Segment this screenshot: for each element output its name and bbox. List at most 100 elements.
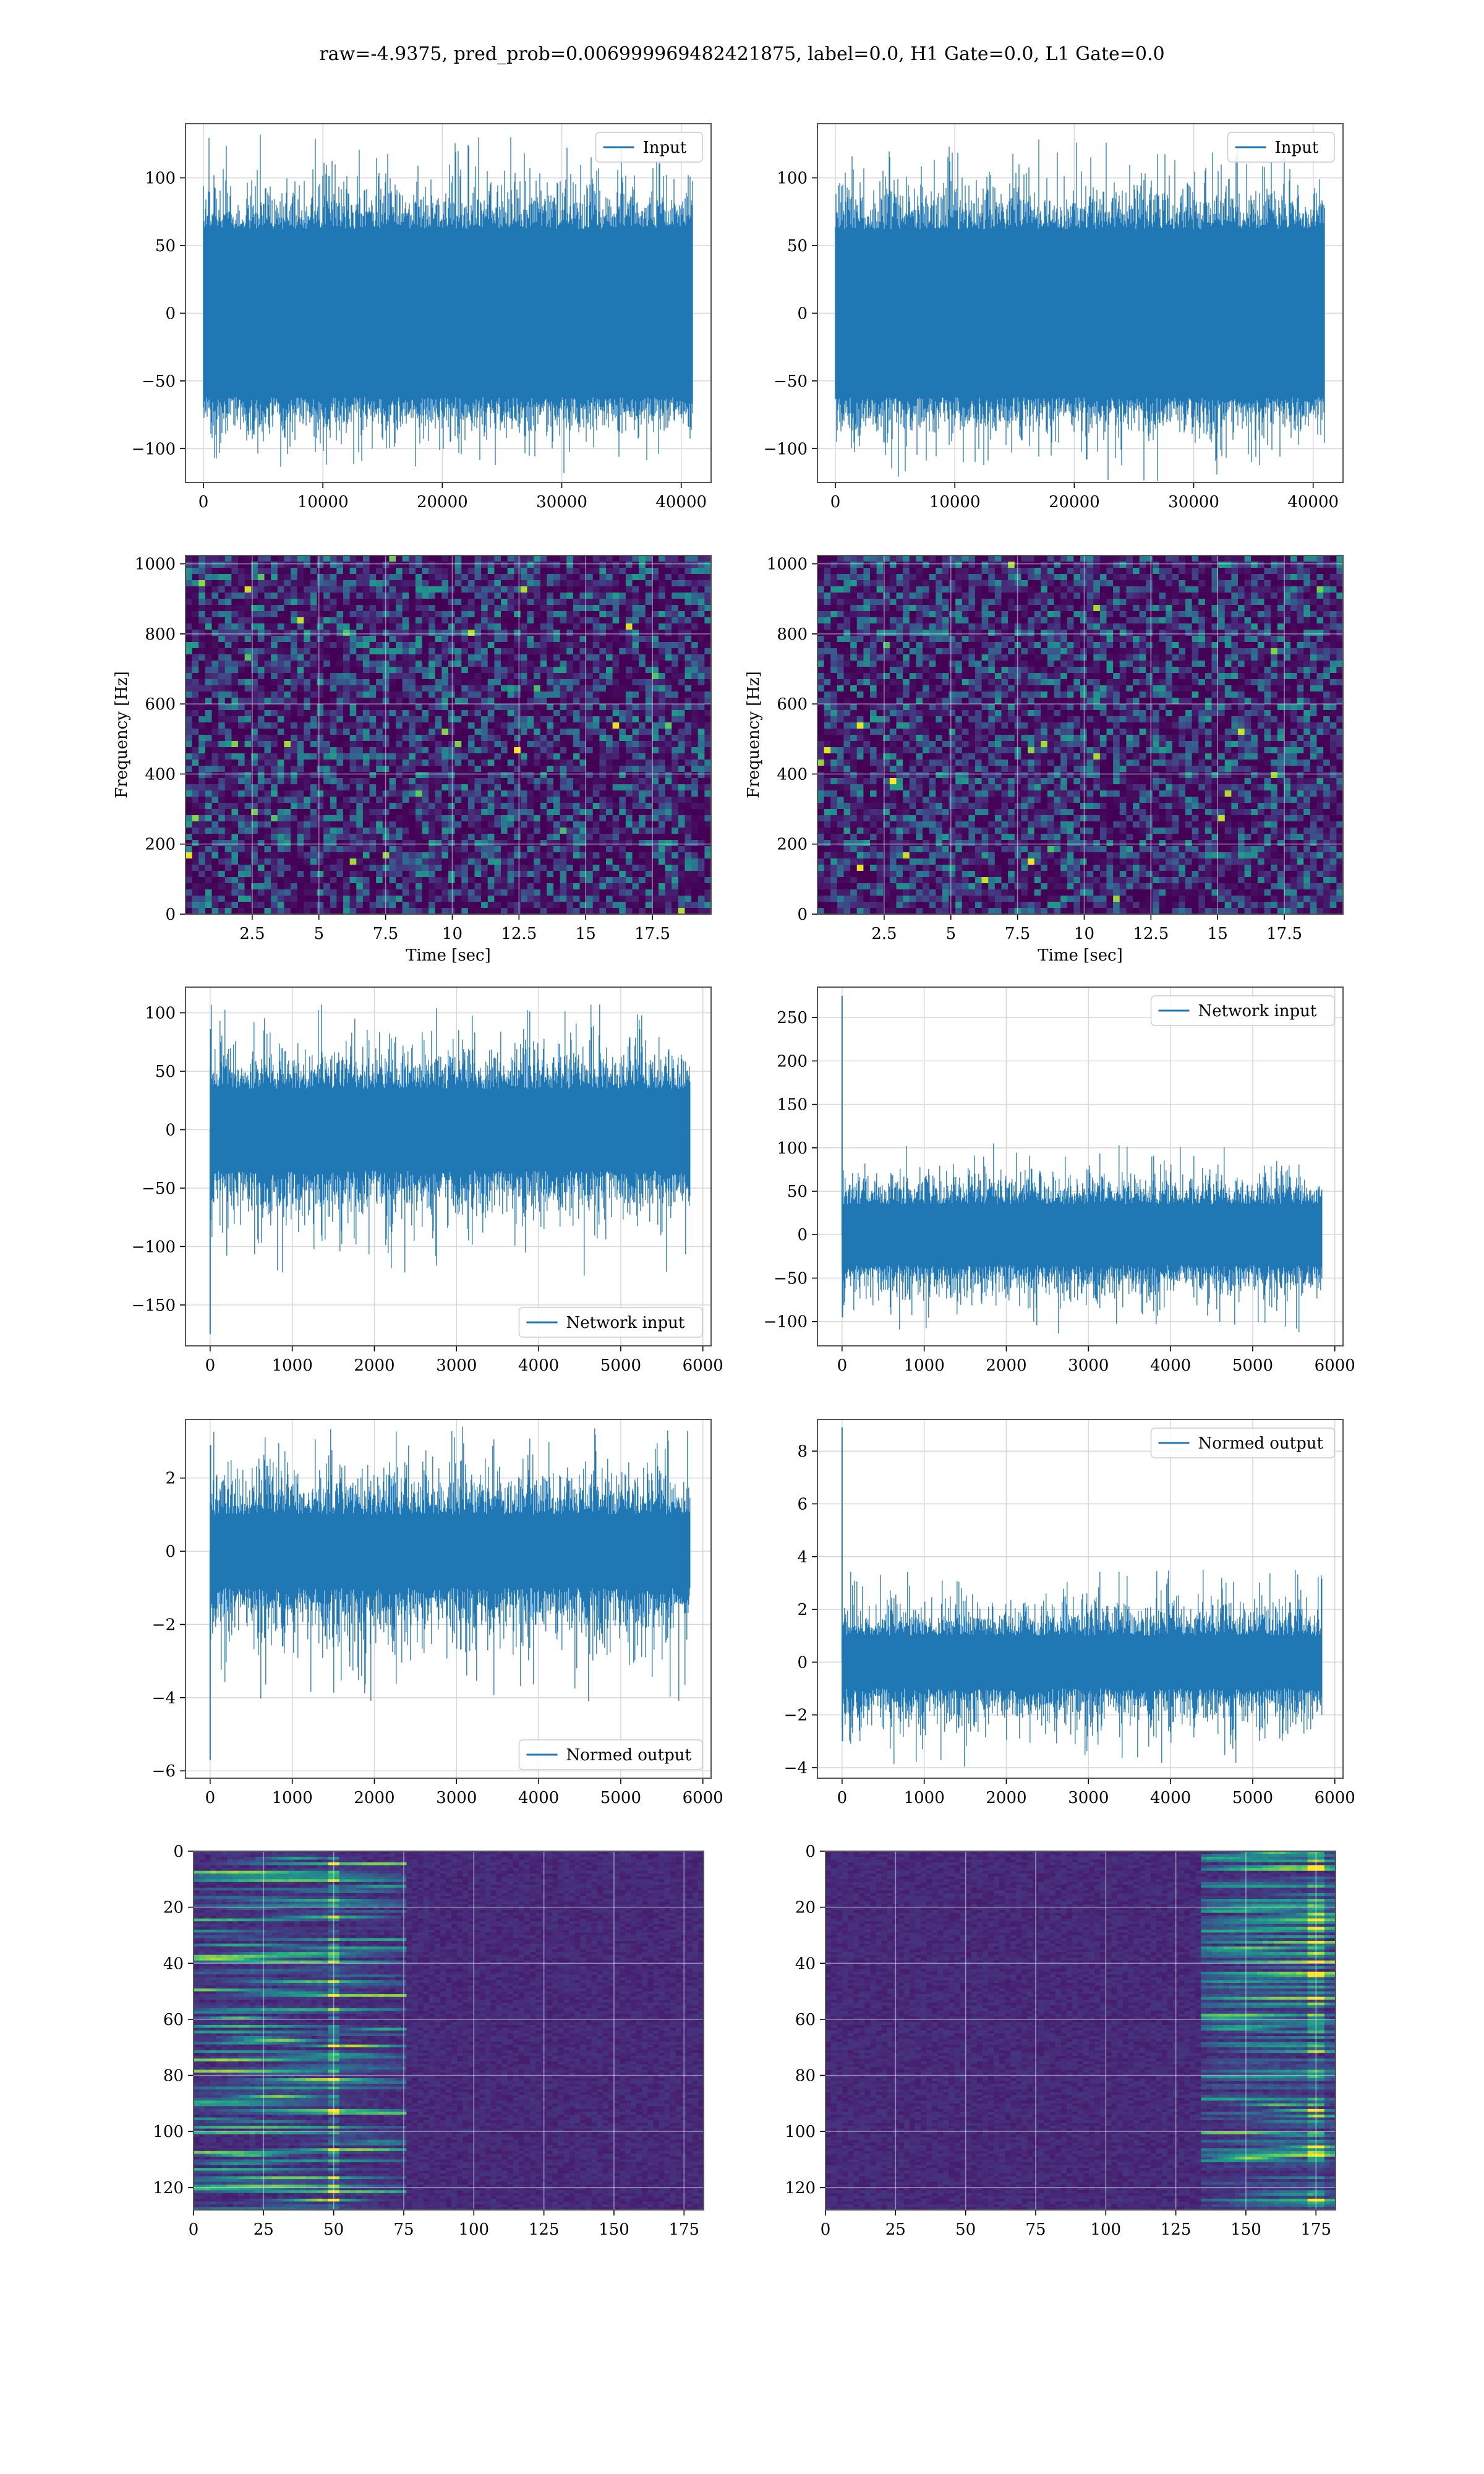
y-tick-label: 400 [145,765,176,784]
normed-h1-frame [185,1419,712,1779]
y-tick-label: 40 [163,1954,184,1973]
y-tick-label: −2 [152,1616,176,1634]
y-axis-label: Frequency [Hz] [113,671,131,798]
legend-box [518,1307,703,1338]
y-tick-label: 8 [797,1442,808,1461]
y-tick-label: 0 [797,1653,808,1672]
x-tick-label: 15 [1208,925,1228,943]
legend-box [595,132,703,163]
x-axis-label: Time [sec] [1038,946,1123,965]
y-tick-label: −50 [774,1269,808,1288]
features-l1-axes: 0 25 50 75 100 125 150 175 0 20 40 60 80 100 120 [785,1843,1336,2239]
x-tick-label: 30000 [1168,493,1219,511]
y-tick-label: 600 [145,695,176,714]
y-tick-label: 100 [145,169,176,188]
x-tick-label: 5000 [1232,1789,1273,1807]
features-l1-frame [825,1851,1336,2211]
y-tick-label: 200 [145,836,176,854]
features-h1-frame [193,1851,704,2211]
x-tick-label: 75 [393,2220,414,2239]
x-tick-label: 5000 [1232,1356,1273,1375]
y-tick-label: 120 [785,2179,816,2198]
legend-label: Input [643,139,687,157]
x-tick-label: 15 [576,925,596,943]
normed-l1-frame [817,1419,1344,1779]
y-tick-label: 0 [797,304,808,323]
netin-h1-frame [185,987,712,1346]
x-tick-label: 30000 [536,493,587,511]
x-tick-label: 12.5 [501,925,537,943]
y-tick-label: 100 [785,2123,816,2141]
x-tick-label: 175 [1300,2220,1331,2239]
x-tick-label: 12.5 [1133,925,1169,943]
y-tick-label: −100 [132,1238,176,1256]
y-tick-label: 80 [163,2067,184,2086]
x-tick-label: 125 [1161,2220,1192,2239]
legend-box [1150,995,1335,1026]
y-tick-label: 60 [795,2011,816,2029]
legend-label: Network input [1198,1002,1317,1021]
y-tick-label: −50 [774,372,808,391]
netin-l1-frame [817,987,1344,1346]
x-tick-label: 20000 [1049,493,1100,511]
y-tick-label: 100 [153,2123,184,2141]
series-line-core [210,1514,690,1588]
x-tick-label: 2000 [354,1356,394,1375]
normed-l1-legend: Normed output [1150,1427,1335,1458]
x-tick-label: 5000 [600,1356,641,1375]
y-tick-label: 0 [805,1843,816,1861]
normed-h1-legend: Normed output [518,1739,703,1770]
x-tick-label: 17.5 [1266,925,1302,943]
x-tick-label: 1000 [904,1356,945,1375]
x-tick-label: 2000 [354,1789,394,1807]
series-line-core [210,1089,690,1171]
x-tick-label: 17.5 [634,925,670,943]
y-tick-label: 0 [165,1543,176,1561]
legend-label: Normed output [1198,1434,1324,1453]
y-tick-label: 40 [795,1954,816,1973]
x-tick-label: 6000 [683,1356,723,1375]
y-tick-label: 120 [153,2179,184,2198]
y-tick-label: 1000 [135,555,176,574]
x-tick-label: 10000 [297,493,349,511]
x-tick-label: 6000 [1315,1356,1355,1375]
x-tick-label: 100 [1090,2220,1121,2239]
x-tick-label: 125 [529,2220,560,2239]
y-axis-label: Frequency [Hz] [744,671,763,798]
x-tick-label: 0 [837,1356,848,1375]
spec-h1-axes: 2.5 5 7.5 10 12.5 15 17.5 0 200 400 600 800 1000 Time… [113,555,712,965]
spec-l1-axes: 2.5 5 7.5 10 12.5 15 17.5 0 200 400 600 800 1000 Time… [744,555,1344,965]
y-tick-label: 800 [145,625,176,644]
y-tick-label: 2 [797,1601,808,1619]
x-tick-label: 0 [830,493,841,511]
x-tick-label: 40000 [1287,493,1339,511]
x-tick-label: 2000 [986,1789,1026,1807]
normed-l1-gridlines [817,1419,1343,1778]
y-tick-label: 1000 [767,555,808,574]
y-tick-label: −50 [142,372,176,391]
y-tick-label: −100 [764,440,808,458]
y-tick-label: 250 [777,1009,808,1027]
x-tick-label: 0 [205,1356,216,1375]
x-tick-label: 3000 [436,1356,477,1375]
y-tick-label: 80 [795,2067,816,2086]
x-tick-label: 2.5 [871,925,897,943]
x-tick-label: 10 [442,925,463,943]
x-tick-label: 150 [1230,2220,1261,2239]
features-h1-cells [194,1851,704,2211]
y-tick-label: 150 [777,1096,808,1115]
input-l1-frame [817,123,1344,483]
x-tick-label: 1000 [272,1356,313,1375]
series-line-core [842,1204,1322,1265]
x-tick-label: 20000 [417,493,468,511]
y-tick-label: 0 [173,1843,184,1861]
y-tick-label: 100 [777,1139,808,1158]
x-tick-label: 100 [458,2220,489,2239]
series-line-core [835,229,1325,398]
y-tick-label: 0 [797,905,808,924]
normed-h1-axes: 0 1000 2000 3000 4000 5000 6000 −6 −4 −2 0 2 Normed … [152,1419,723,1807]
x-tick-label: 4000 [1150,1789,1191,1807]
y-tick-label: 50 [155,1063,176,1081]
x-tick-label: 3000 [436,1789,477,1807]
y-tick-label: 100 [777,169,808,188]
